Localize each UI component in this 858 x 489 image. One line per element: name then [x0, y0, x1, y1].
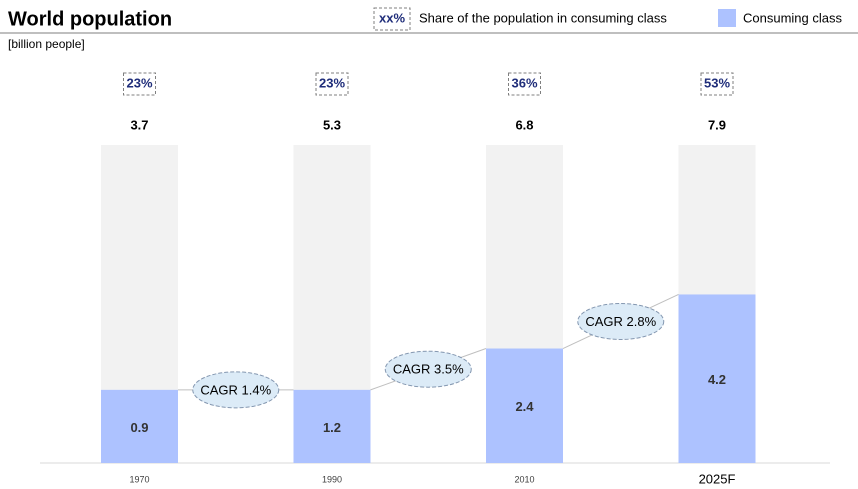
share-label: 23% [319, 75, 345, 90]
total-label: 5.3 [323, 117, 341, 132]
value-label: 4.2 [708, 372, 726, 387]
x-tick-label: 1970 [129, 474, 149, 484]
value-label: 0.9 [130, 420, 148, 435]
share-box [315, 72, 349, 96]
cagr-label: CAGR 1.4% [200, 382, 271, 397]
share-box [700, 72, 734, 96]
share-box [123, 72, 156, 96]
cagr-label: CAGR 3.5% [393, 362, 464, 377]
chart-title: World population [8, 8, 172, 30]
legend-share-box [373, 7, 411, 31]
share-label: 53% [704, 75, 730, 90]
share-box [508, 72, 541, 96]
cagr-bubble [577, 302, 665, 340]
bar [293, 389, 371, 463]
x-tick-label: 1990 [322, 474, 342, 484]
bar [678, 294, 756, 463]
value-label: 1.2 [323, 420, 341, 435]
bar [486, 348, 563, 463]
value-label: 2.4 [515, 399, 534, 414]
cagr-bubble [192, 371, 280, 409]
bar [101, 389, 178, 463]
total-label: 3.7 [130, 117, 148, 132]
legend-swatch [718, 9, 736, 27]
cagr-label: CAGR 2.8% [585, 314, 656, 329]
legend-label: Consuming class [743, 10, 842, 25]
total-label: 6.8 [515, 117, 533, 132]
legend-share-marker: xx% [379, 10, 405, 25]
share-label: 23% [126, 75, 152, 90]
total-label: 7.9 [708, 117, 726, 132]
share-label: 36% [511, 75, 537, 90]
x-tick-label: 2010 [514, 474, 534, 484]
x-tick-label: 2025F [699, 471, 736, 486]
cagr-bubble [384, 350, 472, 388]
subtitle: [billion people] [8, 37, 85, 51]
legend-share-text: Share of the population in consuming cla… [419, 10, 667, 25]
